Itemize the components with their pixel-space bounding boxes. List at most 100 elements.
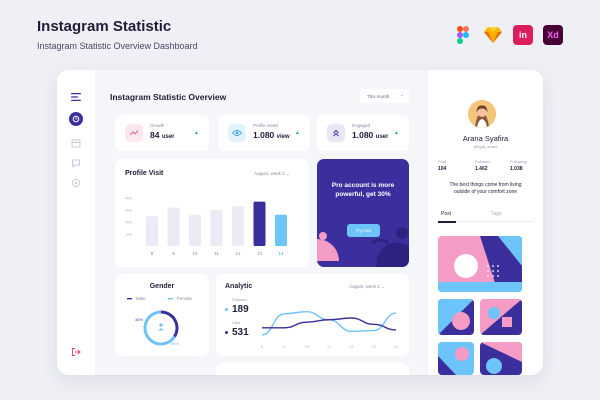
adobe-xd-icon: Xd [543,25,563,45]
up-arrow-icon: ▲ [194,130,199,136]
x-tick-label: 13 [257,251,263,256]
post-thumbnail[interactable] [438,342,474,375]
y-tick-label: 200 [125,220,132,225]
stat-value: 84 user [150,130,175,140]
stat-card-views: Profile views 1.080 view ▲ [218,115,310,151]
chat-icon[interactable] [71,158,81,168]
y-tick-label: 300 [125,208,132,213]
gender-chart: Male Female 34% 66% [127,296,193,346]
chevron-down-icon: ⌄ [399,92,404,98]
up-arrow-icon: ▲ [394,130,399,136]
period-dropdown-label: This month [367,93,390,99]
profile-bio: The best things come from living outside… [449,182,522,195]
promo-card: Pro account is more powerful, get 30% Tr… [317,159,409,267]
likes-dot-icon [225,331,228,334]
likes-value: 531 [232,327,249,338]
week-dropdown[interactable]: August, week 2 ⌄ [349,284,385,289]
x-tick-label: 10 [192,251,198,256]
analytic-chart: 8 9 10 11 12 13 14 [261,310,399,349]
period-dropdown[interactable]: This month ⌄ [360,89,409,103]
y-tick-label: 400 [125,196,132,201]
card-title: Analytic [225,283,253,290]
followers-dot-icon [225,308,228,311]
x-tick-label: 10 [304,344,309,349]
avatar[interactable] [468,100,496,128]
user-icon [158,323,164,331]
menu-icon[interactable] [71,92,81,102]
x-tick-label: 13 [371,344,376,349]
calendar-icon[interactable] [71,138,81,148]
profile-visit-chart: 400 300 200 100 8 9 10 11 12 13 14 [125,196,287,256]
profile-stat-following: Following 1.038 [510,159,527,172]
logout-icon[interactable] [71,347,81,357]
dashboard-nav-icon[interactable] [69,112,83,126]
card-title: Profile Visit [125,170,164,177]
followers-value: 189 [232,304,249,315]
stat-label: Growth [150,123,165,128]
figma-icon [453,25,473,45]
donut-inner-ring [149,316,173,340]
x-tick-label: 14 [278,251,284,256]
tab-post[interactable]: Post [441,211,452,217]
tab-indicator [438,221,456,223]
tab-divider [438,221,533,222]
dashboard-title: Instagram Statistic Overview [110,92,227,102]
legend-male-label: Male [136,296,146,301]
post-thumbnail[interactable] [480,342,522,375]
y-tick-label: 100 [125,232,132,237]
bar-10 [189,214,201,246]
bar-8 [146,216,158,246]
profile-stat-follower: Follower 1.462 [475,159,491,172]
likes-label: Likes [232,321,241,325]
female-pct-label: 66% [171,341,179,346]
stat-card-engaged: Engaged 1.080 user ▲ [317,115,409,151]
sidebar [57,70,95,375]
week-dropdown[interactable]: August, week 2 ⌄ [254,171,290,176]
stat-card-growth: Growth 84 user ▲ [115,115,209,151]
post-thumbnail[interactable] [480,299,522,335]
stat-label: Engaged [352,123,371,128]
bar-14 [275,214,287,246]
series-line-likes [262,317,397,331]
up-arrow-icon: ▲ [295,130,300,136]
x-tick-label: 8 [261,344,264,349]
try-now-button[interactable]: Try now [347,224,380,237]
promo-text: Pro account is more powerful, get 30% [331,182,395,198]
x-tick-label: 9 [283,344,286,349]
slice-male [160,310,179,338]
bottom-card [216,363,409,375]
page-subtitle: Instagram Statistic Overview Dashboard [37,41,198,51]
x-tick-label: 9 [172,251,175,256]
analytic-card: Analytic August, week 2 ⌄ Followers 189 … [216,274,409,356]
x-tick-label: 12 [349,344,354,349]
sketch-icon [483,25,503,45]
series-line-followers [261,310,397,336]
profile-panel: Arana Syafira @syaf_arana Post 104 Follow… [428,70,543,375]
promo-decoration [317,227,409,267]
profile-name: Arana Syafira [462,134,509,143]
x-tick-label: 14 [394,344,399,349]
bar-12 [232,206,244,246]
tool-icons: in Xd [453,25,563,45]
post-thumbnail[interactable] [438,299,474,335]
settings-icon[interactable] [71,178,81,188]
x-tick-label: 11 [327,344,332,349]
profile-stat-post: Post 104 [438,159,447,172]
dashboard-frame: Instagram Statistic Overview This month … [57,70,543,375]
profile-handle: @syaf_arana [473,144,498,149]
post-thumbnail[interactable] [438,236,522,292]
male-pct-label: 34% [135,317,143,322]
chevrons-up-icon [327,124,345,142]
tab-tags[interactable]: Tags [491,211,502,217]
slice-female [143,310,176,346]
stat-value: 1.080 view [253,130,290,140]
page-title: Instagram Statistic [37,18,172,35]
main-content: Instagram Statistic Overview This month … [95,70,428,375]
trend-icon [125,124,143,142]
followers-label: Followers [232,298,247,302]
invision-icon: in [513,25,533,45]
profile-visit-card: Profile Visit August, week 2 ⌄ 400 300 200… [115,159,309,267]
x-tick-label: 12 [235,251,241,256]
x-tick-label: 11 [214,251,219,256]
stat-value: 1.080 user [352,130,389,140]
